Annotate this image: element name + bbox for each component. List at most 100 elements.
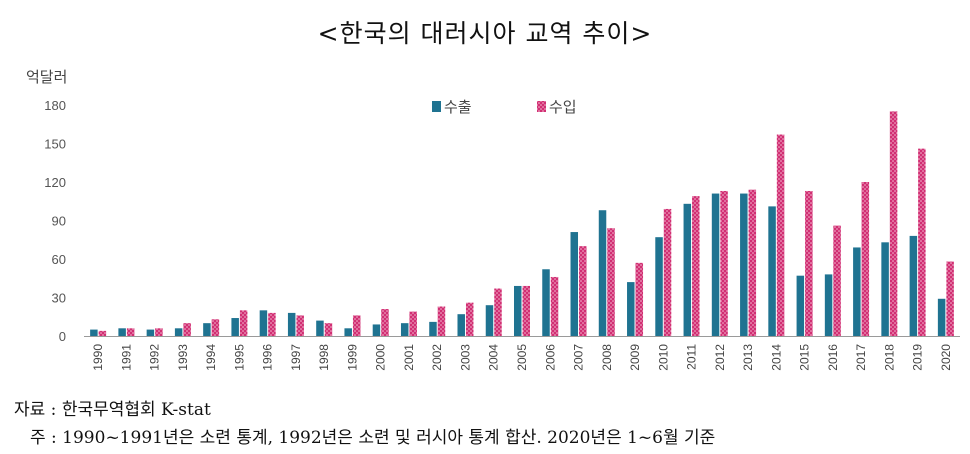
import-bar — [239, 310, 248, 336]
legend: 수출 수입 — [432, 98, 577, 116]
x-tick-label: 2007 — [572, 344, 586, 371]
x-axis: 1990 1991 1992 1993 1994 1995 1996 1997 1998 1999… — [84, 336, 960, 371]
x-tick-label: 2009 — [628, 344, 642, 371]
export-bar — [768, 206, 776, 336]
import-bar — [522, 285, 530, 336]
export-bar — [881, 242, 889, 336]
x-tick-label: 1999 — [345, 344, 359, 371]
export-bar — [231, 318, 239, 336]
x-tick-label: 1993 — [176, 344, 190, 371]
import-bar — [550, 276, 559, 336]
import-bar — [409, 311, 417, 336]
export-bar — [909, 235, 918, 336]
x-tick-label: 2016 — [826, 344, 840, 371]
export-bar — [598, 210, 607, 336]
import-bar — [720, 190, 728, 336]
x-tick-label: 2011 — [685, 344, 699, 370]
x-tick-label: 1991 — [119, 344, 133, 371]
y-tick-label: 120 — [44, 175, 66, 190]
export-bar — [372, 324, 381, 336]
bars-group — [90, 111, 954, 337]
export-bar — [90, 329, 98, 336]
export-bar — [542, 269, 550, 336]
x-tick-label: 2010 — [656, 344, 670, 371]
import-bar — [748, 189, 757, 336]
x-tick-label: 2005 — [515, 344, 529, 371]
x-tick-label: 2013 — [741, 344, 755, 371]
legend-label-export: 수출 — [444, 98, 472, 116]
legend-swatch-export — [432, 101, 441, 112]
export-bar — [259, 310, 268, 336]
export-bar — [570, 232, 579, 336]
export-bar — [514, 285, 522, 336]
import-bar — [381, 309, 389, 336]
export-bar — [457, 314, 465, 336]
import-bar — [494, 288, 502, 336]
import-bar — [776, 134, 785, 336]
import-bar — [607, 228, 615, 336]
y-tick-label: 150 — [44, 137, 66, 152]
import-bar — [296, 315, 304, 336]
export-bar — [287, 312, 296, 336]
export-bar — [937, 298, 946, 336]
x-tick-label: 2018 — [882, 344, 896, 371]
import-bar — [663, 208, 672, 336]
import-bar — [946, 261, 954, 336]
import-bar — [635, 262, 644, 336]
export-bar — [796, 275, 805, 336]
x-tick-label: 2006 — [543, 344, 557, 371]
y-axis-unit-label: 억달러 — [26, 68, 68, 86]
x-tick-label: 2003 — [458, 344, 472, 371]
export-bar — [683, 203, 692, 336]
export-bar — [655, 237, 663, 336]
export-bar — [118, 328, 126, 336]
import-bar — [437, 306, 446, 336]
export-bar — [429, 321, 437, 336]
x-tick-label: 2014 — [769, 344, 783, 371]
import-bar — [465, 302, 474, 336]
source-note: 자료 : 한국무역협회 K-stat — [14, 400, 211, 420]
y-tick-label: 90 — [52, 214, 66, 229]
y-tick-label: 30 — [52, 291, 66, 306]
x-tick-label: 1995 — [232, 344, 246, 371]
y-tick-label: 180 — [44, 98, 66, 113]
x-tick-label: 2004 — [487, 344, 501, 371]
x-tick-label: 2002 — [430, 344, 444, 371]
x-tick-label: 2000 — [374, 344, 388, 371]
import-bar — [126, 328, 135, 336]
export-bar — [740, 193, 748, 336]
export-bar — [627, 282, 635, 336]
import-bar — [918, 148, 926, 336]
export-bar — [824, 274, 833, 336]
x-tick-label: 1994 — [204, 344, 218, 371]
import-bar — [98, 330, 107, 336]
x-tick-label: 1998 — [317, 344, 331, 371]
y-tick-label: 60 — [52, 252, 66, 267]
x-tick-label: 2019 — [911, 344, 925, 371]
x-tick-label: 2001 — [402, 344, 416, 371]
x-tick-label: 2008 — [600, 344, 614, 371]
import-bar — [805, 190, 813, 336]
import-bar — [268, 312, 276, 336]
import-bar — [183, 323, 191, 336]
y-tick-label: 0 — [59, 329, 66, 344]
legend-label-import: 수입 — [549, 98, 577, 116]
import-bar — [692, 196, 700, 336]
import-bar — [352, 315, 361, 336]
export-bar — [344, 328, 352, 336]
legend-swatch-import — [537, 101, 546, 112]
chart-title: <한국의 대러시아 교역 추이> — [317, 19, 653, 48]
export-bar — [400, 323, 409, 336]
export-bar — [146, 329, 155, 336]
x-tick-label: 2012 — [713, 344, 727, 371]
y-axis: 0 30 60 90 120 150 180 — [44, 98, 66, 344]
x-tick-label: 2015 — [798, 344, 812, 371]
x-tick-label: 1996 — [261, 344, 275, 371]
import-bar — [211, 319, 220, 336]
x-tick-label: 1990 — [91, 344, 105, 371]
export-bar — [203, 323, 211, 336]
x-tick-label: 1997 — [289, 344, 303, 371]
x-tick-label: 2020 — [939, 344, 953, 371]
export-bar — [485, 305, 494, 336]
